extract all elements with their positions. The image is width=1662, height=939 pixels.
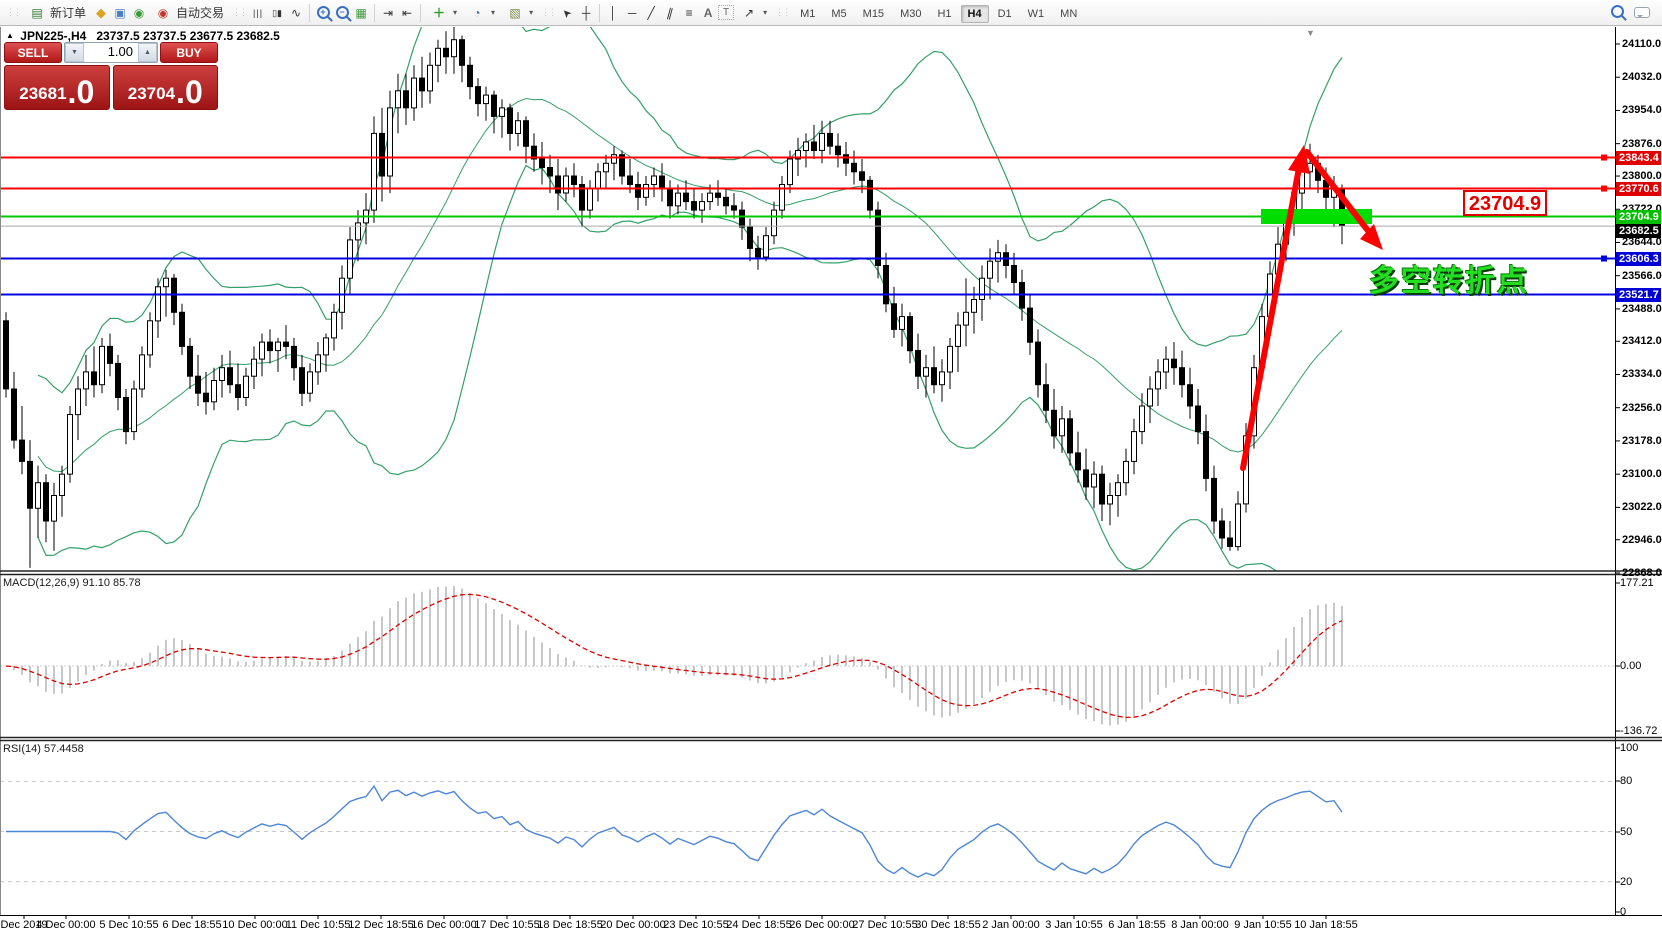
indicators-button[interactable]: ＋ ▾ [425,3,462,23]
zoom-in-icon[interactable]: + [314,5,332,21]
new-order-label: 新订单 [50,6,87,20]
new-order-button[interactable]: ▤ 新订单 [23,2,91,23]
timeframe-H4[interactable]: H4 [960,4,989,23]
toolbar-drag-handle[interactable]: ⋮⋮ [775,7,791,17]
buy-price-panel[interactable]: 23704 .0 [112,65,218,110]
chevron-down-icon: ▾ [529,8,534,17]
tile-windows-icon[interactable]: ▦ [355,5,367,20]
horizontal-line-tool-icon[interactable]: ─ [627,5,637,20]
signal-icon[interactable]: ◉ [133,5,145,20]
periods-button[interactable]: ◔ ▾ [463,3,500,23]
timeframe-M30[interactable]: M30 [900,7,922,20]
toolbar-separator [374,3,376,22]
sell-price-panel[interactable]: 23681 .0 [4,65,110,110]
toolbar: ⋮⋮ ▤ 新订单 ◆ ▣ ◉ ◉ 自动交易 ⋮⋮ ||| ▯▮ ∿ + − ▦ … [0,0,1662,26]
label-tool-icon[interactable]: T [718,5,735,20]
indicators-plus-icon: ＋ [433,5,446,20]
chart-shift-icon[interactable]: ⇥ [383,5,394,20]
timeframe-H1[interactable]: H1 [937,7,952,20]
toolbar-drag-handle[interactable]: ⋮⋮ [541,7,557,17]
search-icon[interactable] [1611,4,1624,21]
arrows-tool-icon: ↗ [744,5,755,20]
toolbar-drag-handle[interactable]: ⋮⋮ [232,7,248,17]
timeframe-D1[interactable]: D1 [997,7,1012,20]
volume-increase-button[interactable]: ▲ [138,43,157,62]
line-chart-type-icon[interactable]: ∿ [291,5,302,20]
volume-value[interactable]: 1.00 [107,44,133,59]
timeframe-M1[interactable]: M1 [800,7,816,20]
one-click-trading-widget: SELL ▼ 1.00 ▲ BUY 23681 .0 23704 .0 [4,42,218,110]
text-tool-icon[interactable]: A [703,5,713,20]
toolbar-separator [420,3,422,22]
timeframe-M15[interactable]: M15 [862,7,885,20]
sell-price-fraction: .0 [67,74,95,110]
auto-scroll-icon[interactable]: ⇤ [402,5,413,20]
chevron-down-icon: ▾ [491,8,496,17]
autotrading-button[interactable]: ◉ 自动交易 [149,2,229,23]
toolbar-drag-handle[interactable]: ⋮⋮ [6,7,22,17]
volume-decrease-button[interactable]: ▼ [65,43,84,62]
crosshair-icon[interactable]: ┼ [581,5,591,20]
data-window-icon[interactable]: ▣ [114,5,126,20]
sell-button[interactable]: SELL [4,42,62,63]
timeframe-MN[interactable]: MN [1060,7,1078,20]
template-icon: ▧ [509,5,521,20]
bar-chart-type-icon[interactable]: ||| [253,7,264,18]
templates-button[interactable]: ▧ ▾ [501,3,538,23]
sell-price-main: 23681 [19,84,67,103]
buy-price-fraction: .0 [176,74,203,110]
toolbar-separator [599,3,601,22]
chat-icon[interactable] [1634,7,1650,18]
buy-price-main: 23704 [127,84,176,103]
fibonacci-tool-icon[interactable]: ≡ [685,5,693,20]
buy-button[interactable]: BUY [160,42,218,63]
toolbar-separator [309,3,311,22]
new-order-icon: ▤ [31,5,43,20]
timeframe-M5[interactable]: M5 [831,7,847,20]
volume-stepper: ▼ 1.00 ▲ [64,42,158,63]
arrows-tool-button[interactable]: ↗ ▾ [735,3,772,23]
chevron-down-icon: ▾ [453,8,458,17]
market-watch-icon[interactable]: ◆ [96,4,107,20]
autotrading-label: 自动交易 [176,6,225,20]
timeframe-group: M1 M5 M15 M30 H1 H4 D1 W1 MN [792,4,1085,23]
trendline-tool-icon[interactable]: ╱ [647,5,655,20]
clock-icon: ◔ [473,5,481,20]
toolbar-right-tools [1611,4,1658,21]
chevron-down-icon: ▾ [763,8,768,17]
timeframe-W1[interactable]: W1 [1027,7,1045,20]
zoom-out-icon[interactable]: − [333,5,351,21]
autotrading-icon: ◉ [157,5,169,20]
vertical-line-tool-icon[interactable]: │ [609,5,617,20]
candlestick-chart-type-icon[interactable]: ▯▮ [272,7,282,18]
